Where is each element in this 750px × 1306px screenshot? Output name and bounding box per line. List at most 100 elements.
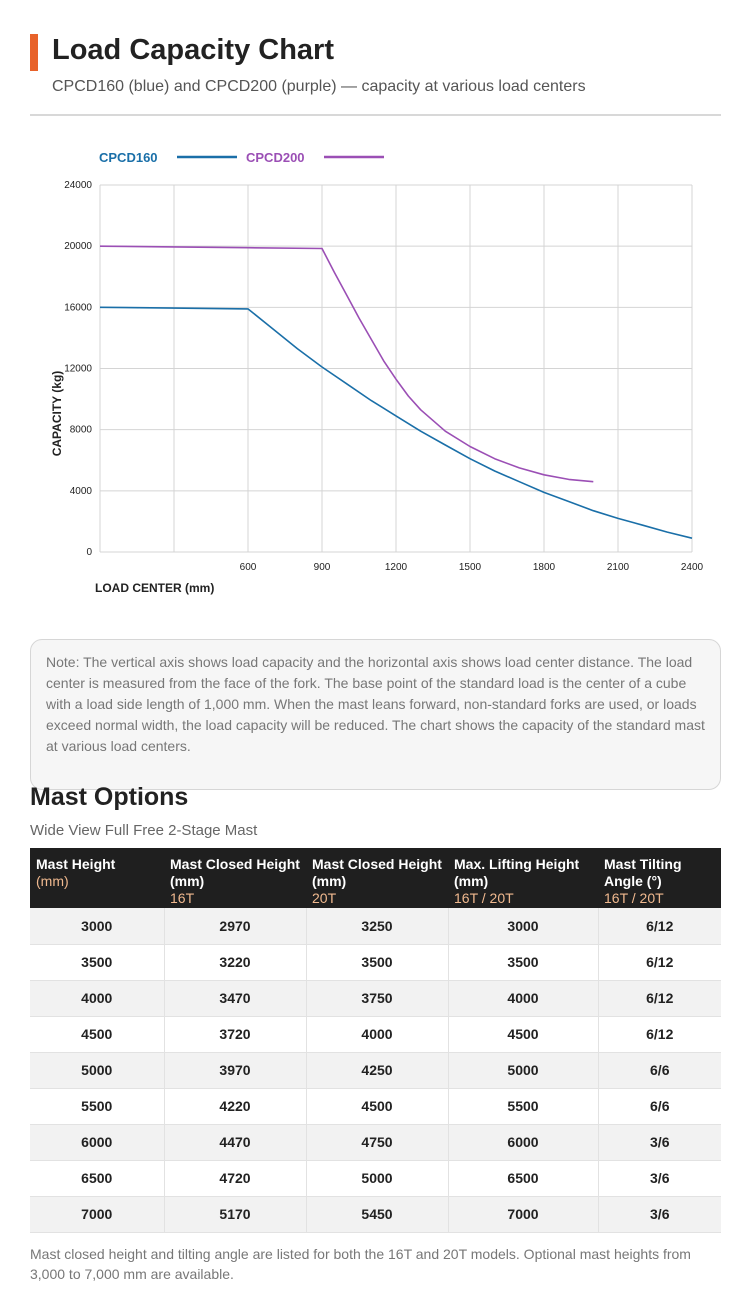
table-row: 3500 3220 3500 3500 6/12 xyxy=(30,944,721,981)
column-header-sub: 16T / 20T xyxy=(604,890,664,906)
table-cell: 3000 xyxy=(30,908,165,945)
table-cell: 6/6 xyxy=(598,1088,721,1125)
table-cell: 3/6 xyxy=(598,1196,721,1233)
table-header-row: Mast Height (mm) Mast Closed Height (mm) 16… xyxy=(30,848,721,908)
table-cell: 4500 xyxy=(30,1016,165,1053)
table-cell: 6/12 xyxy=(598,980,721,1017)
series-line-cpcd160 xyxy=(99,306,693,539)
y-tick-label-4: 16000 xyxy=(64,302,92,313)
table-cell: 4000 xyxy=(448,980,599,1017)
chart-legend: CPCD160 CPCD200 xyxy=(99,150,384,165)
table-cell: 5000 xyxy=(448,1052,599,1089)
column-header-1: Mast Closed Height (mm) 16T xyxy=(164,848,306,908)
table-cell: 4250 xyxy=(306,1052,449,1089)
y-tick-label-3: 12000 xyxy=(64,364,92,375)
table-row: 4000 3470 3750 4000 6/12 xyxy=(30,980,721,1017)
table-row: 5500 4220 4500 5500 6/6 xyxy=(30,1088,721,1125)
column-header-sub: 20T xyxy=(312,890,337,906)
table-body: 3000 2970 3250 3000 6/12 3500 3220 3500 3500 6/12… xyxy=(30,908,721,1233)
table-cell: 4220 xyxy=(164,1088,307,1125)
column-header-label: Mast Closed Height (mm) xyxy=(312,856,442,889)
table-cell: 5170 xyxy=(164,1196,307,1233)
table-cell: 4500 xyxy=(448,1016,599,1053)
y-tick-label-6: 24000 xyxy=(64,180,92,191)
load-capacity-chart: CPCD160 CPCD200 0 4000 8000 12000 16000 20000 2… xyxy=(50,150,704,595)
table-cell: 3750 xyxy=(306,980,449,1017)
table-cell: 5450 xyxy=(306,1196,449,1233)
table-cell: 4000 xyxy=(30,980,165,1017)
chart-grid xyxy=(99,184,693,553)
column-header-label: Mast Height xyxy=(36,856,116,872)
table-row: 4500 3720 4000 4500 6/12 xyxy=(30,1016,721,1053)
table-cell: 5000 xyxy=(30,1052,165,1089)
x-tick-label-3: 900 xyxy=(314,562,331,573)
table-cell: 3970 xyxy=(164,1052,307,1089)
legend-label-cpcd200: CPCD200 xyxy=(246,150,305,165)
mast-options-title: Mast Options xyxy=(30,783,189,811)
column-header-3: Max. Lifting Height (mm) 16T / 20T xyxy=(448,848,598,908)
table-cell: 3250 xyxy=(306,908,449,945)
table-cell: 6/12 xyxy=(598,908,721,945)
y-tick-label-2: 8000 xyxy=(70,425,93,436)
mast-options-table: Mast Height (mm) Mast Closed Height (mm) 16… xyxy=(30,848,721,1233)
table-cell: 7000 xyxy=(30,1196,165,1233)
column-header-2: Mast Closed Height (mm) 20T xyxy=(306,848,448,908)
table-cell: 4470 xyxy=(164,1124,307,1161)
table-cell: 3/6 xyxy=(598,1160,721,1197)
header-divider xyxy=(30,114,721,116)
table-cell: 6000 xyxy=(448,1124,599,1161)
page-subtitle: CPCD160 (blue) and CPCD200 (purple) — ca… xyxy=(52,78,586,95)
column-header-sub: 16T xyxy=(170,890,195,906)
table-cell: 6500 xyxy=(448,1160,599,1197)
column-header-sub: 16T / 20T xyxy=(454,890,514,906)
y-tick-label-5: 20000 xyxy=(64,241,92,252)
table-cell: 3/6 xyxy=(598,1124,721,1161)
mast-footer-note: Mast closed height and tilting angle are… xyxy=(30,1246,691,1282)
table-cell: 7000 xyxy=(448,1196,599,1233)
x-tick-label-5: 1500 xyxy=(459,562,482,573)
table-cell: 3220 xyxy=(164,944,307,981)
table-cell: 6/12 xyxy=(598,944,721,981)
mast-options-subtitle: Wide View Full Free 2-Stage Mast xyxy=(30,822,258,839)
chart-series xyxy=(99,245,693,539)
column-header-0: Mast Height (mm) xyxy=(30,848,164,908)
table-cell: 2970 xyxy=(164,908,307,945)
table-cell: 4750 xyxy=(306,1124,449,1161)
table-cell: 6000 xyxy=(30,1124,165,1161)
table-cell: 3720 xyxy=(164,1016,307,1053)
chart-note: Note: The vertical axis shows load capac… xyxy=(30,639,721,790)
x-tick-label-8: 2400 xyxy=(681,562,704,573)
y-tick-label-1: 4000 xyxy=(70,486,93,497)
x-tick-label-2: 600 xyxy=(240,562,257,573)
table-cell: 3500 xyxy=(448,944,599,981)
page-title: Load Capacity Chart xyxy=(52,34,334,66)
table-cell: 3000 xyxy=(448,908,599,945)
column-header-4: Mast Tilting Angle (°) 16T / 20T xyxy=(598,848,721,908)
table-row: 7000 5170 5450 7000 3/6 xyxy=(30,1196,721,1233)
table-cell: 6500 xyxy=(30,1160,165,1197)
legend-label-cpcd160: CPCD160 xyxy=(99,150,158,165)
table-row: 3000 2970 3250 3000 6/12 xyxy=(30,908,721,945)
table-cell: 5500 xyxy=(30,1088,165,1125)
table-cell: 4500 xyxy=(306,1088,449,1125)
table-cell: 6/6 xyxy=(598,1052,721,1089)
column-header-label: Mast Closed Height (mm) xyxy=(170,856,300,889)
y-tick-label-0: 0 xyxy=(86,547,92,558)
table-row: 6000 4470 4750 6000 3/6 xyxy=(30,1124,721,1161)
x-tick-label-4: 1200 xyxy=(385,562,408,573)
column-header-label: Mast Tilting Angle (°) xyxy=(604,856,682,889)
table-cell: 3500 xyxy=(306,944,449,981)
x-axis-title: LOAD CENTER (mm) xyxy=(95,581,214,595)
table-cell: 4720 xyxy=(164,1160,307,1197)
column-header-label: Max. Lifting Height (mm) xyxy=(454,856,580,889)
table-cell: 5500 xyxy=(448,1088,599,1125)
title-accent-bar xyxy=(30,34,38,71)
x-tick-label-7: 2100 xyxy=(607,562,630,573)
table-cell: 3500 xyxy=(30,944,165,981)
x-tick-label-6: 1800 xyxy=(533,562,556,573)
y-axis-title: CAPACITY (kg) xyxy=(50,371,64,457)
table-cell: 4000 xyxy=(306,1016,449,1053)
chart-tick-labels: 0 4000 8000 12000 16000 20000 24000 600 900 1200 1… xyxy=(64,180,703,573)
table-row: 5000 3970 4250 5000 6/6 xyxy=(30,1052,721,1089)
table-cell: 6/12 xyxy=(598,1016,721,1053)
